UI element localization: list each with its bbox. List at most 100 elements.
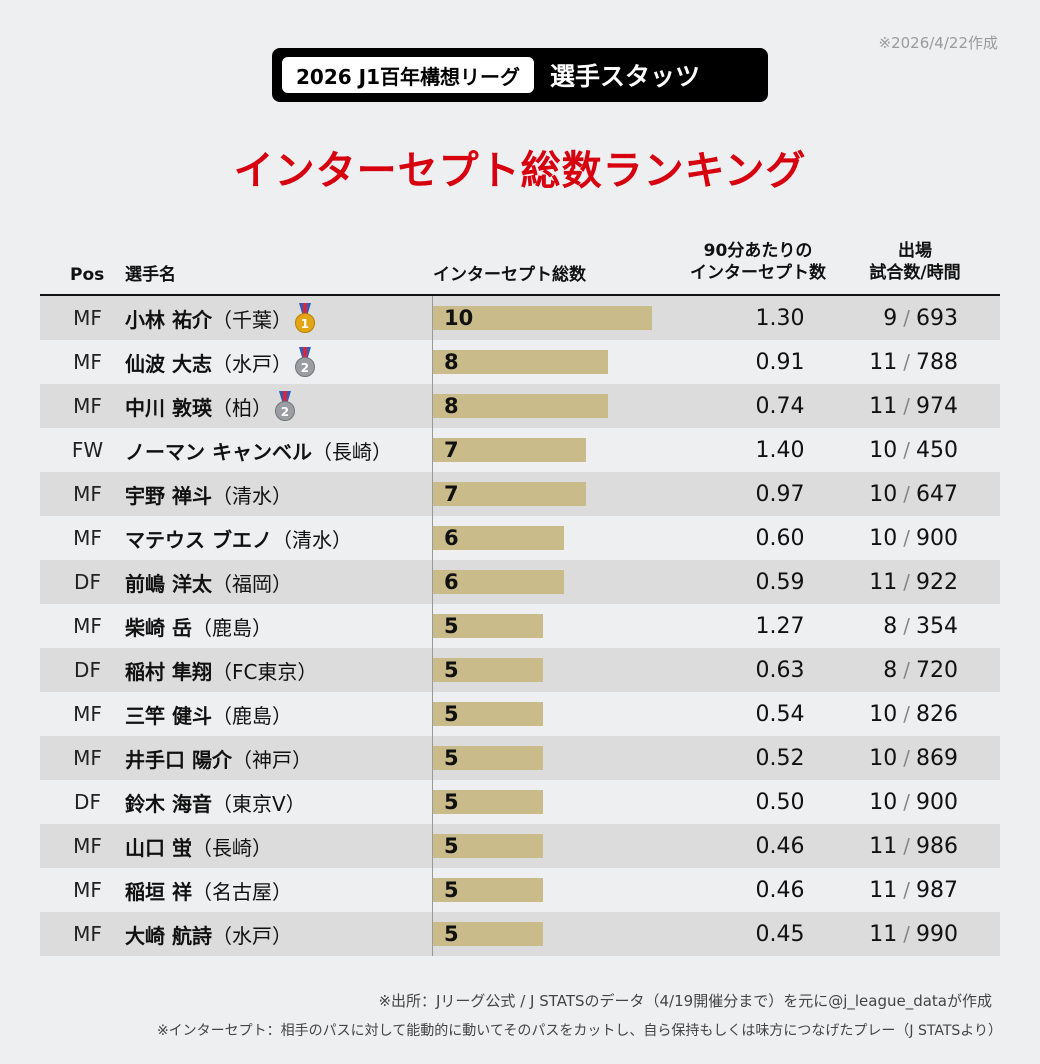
interception-total-label: 10: [444, 306, 474, 330]
per90-value: 0.45: [755, 921, 805, 947]
header-subtitle: 選手スタッツ: [549, 62, 700, 91]
player-club: （水戸）: [211, 923, 292, 948]
player-club: （名古屋）: [191, 879, 292, 904]
table-row: MF 大崎 航詩 （水戸） 5 0.45 11/990: [40, 912, 1000, 956]
silver-medal-icon: 2: [274, 391, 296, 421]
minutes-played: 900: [916, 525, 958, 551]
interception-bar: [433, 702, 543, 726]
separator-slash: /: [903, 525, 910, 550]
column-header-pos: Pos: [70, 265, 105, 285]
ranking-table: MF 小林 祐介 （千葉） 1 10 1.30 9/693 MF 仙波 大志 （水戸） 2 8 0.91…: [40, 296, 1000, 956]
interception-total-label: 5: [444, 834, 459, 858]
player-position: MF: [73, 614, 102, 638]
player-name: 井手口 陽介: [125, 747, 232, 772]
player-name-cell: 大崎 航詩 （水戸）: [125, 920, 292, 949]
per90-value: 1.40: [755, 437, 805, 463]
interception-bar: [433, 922, 543, 946]
player-club: （FC東京）: [211, 659, 318, 684]
games-count: 9: [883, 305, 898, 331]
player-position: MF: [73, 834, 102, 858]
interception-bar: [433, 790, 543, 814]
separator-slash: /: [903, 921, 910, 946]
player-name-cell: 仙波 大志 （水戸） 2: [125, 347, 316, 377]
player-club: （清水）: [211, 483, 292, 508]
separator-slash: /: [903, 569, 910, 594]
player-name-cell: マテウス ブエノ （清水）: [125, 524, 352, 553]
interception-total-label: 5: [444, 658, 459, 682]
games-count: 8: [883, 657, 898, 683]
player-name: マテウス ブエノ: [125, 527, 272, 552]
player-name-cell: 稲村 隼翔 （FC東京）: [125, 656, 317, 685]
interception-bar: [433, 438, 586, 462]
interception-bar: [433, 306, 652, 330]
games-minutes: 11/987: [840, 878, 958, 903]
player-name-cell: 稲垣 祥（名古屋）: [125, 876, 292, 905]
player-name: 鈴木 海音: [125, 791, 212, 816]
player-position: MF: [73, 746, 102, 770]
table-row: MF 宇野 禅斗 （清水） 7 0.97 10/647: [40, 472, 1000, 516]
column-header-games-line1: 出場: [898, 241, 932, 261]
player-name-cell: ノーマン キャンベル （長崎）: [125, 436, 392, 465]
column-header-name: 選手名: [125, 265, 176, 285]
player-name: 仙波 大志: [125, 351, 212, 376]
player-name: 稲垣 祥: [125, 879, 192, 904]
player-name: ノーマン キャンベル: [125, 439, 312, 464]
minutes-played: 788: [916, 349, 958, 375]
games-count: 10: [869, 437, 898, 463]
table-row: MF 山口 蛍（長崎） 5 0.46 11/986: [40, 824, 1000, 868]
per90-value: 0.54: [755, 701, 805, 727]
player-name-cell: 前嶋 洋太 （福岡）: [125, 568, 292, 597]
interception-total-label: 6: [444, 570, 459, 594]
per90-value: 0.63: [755, 657, 805, 683]
minutes-played: 990: [916, 921, 958, 947]
player-name-cell: 宇野 禅斗 （清水）: [125, 480, 292, 509]
games-count: 11: [869, 349, 898, 375]
interception-bar: [433, 834, 543, 858]
per90-value: 1.30: [755, 305, 805, 331]
minutes-played: 986: [916, 833, 958, 859]
separator-slash: /: [903, 789, 910, 814]
player-club: （神戸）: [231, 747, 312, 772]
table-row: MF 稲垣 祥（名古屋） 5 0.46 11/987: [40, 868, 1000, 912]
definition-note: ※インターセプト：相手のパスに対して能動的に動いてそのパスをカットし、自ら保持も…: [156, 1023, 1002, 1039]
player-club: （福岡）: [211, 571, 292, 596]
separator-slash: /: [903, 481, 910, 506]
player-name-cell: 井手口 陽介 （神戸）: [125, 744, 312, 773]
separator-slash: /: [903, 437, 910, 462]
games-count: 10: [869, 789, 898, 815]
player-name-cell: 三竿 健斗 （鹿島）: [125, 700, 292, 729]
interception-total-label: 5: [444, 878, 459, 902]
games-minutes: 11/788: [840, 350, 958, 375]
games-minutes: 10/450: [840, 438, 958, 463]
minutes-played: 450: [916, 437, 958, 463]
player-name: 前嶋 洋太: [125, 571, 212, 596]
games-count: 11: [869, 833, 898, 859]
interception-total-label: 5: [444, 790, 459, 814]
player-name: 小林 祐介: [125, 307, 212, 332]
column-header-per90: 90分あたりの インターセプト数: [668, 240, 848, 284]
player-club: （長崎）: [311, 439, 392, 464]
player-club: （長崎）: [191, 835, 272, 860]
interception-bar: [433, 614, 543, 638]
player-name-cell: 鈴木 海音 （東京V）: [125, 788, 306, 817]
separator-slash: /: [903, 877, 910, 902]
minutes-played: 354: [916, 613, 958, 639]
table-row: MF 柴崎 岳（鹿島） 5 1.27 8/354: [40, 604, 1000, 648]
interception-bar: [433, 394, 608, 418]
interception-bar: [433, 526, 564, 550]
header-badge: 2026 J1百年構想リーグ 選手スタッツ: [272, 48, 768, 102]
chart-title: インターセプト総数ランキング: [233, 148, 807, 194]
games-count: 11: [869, 877, 898, 903]
player-position: MF: [73, 878, 102, 902]
separator-slash: /: [903, 701, 910, 726]
interception-bar: [433, 746, 543, 770]
player-name: 稲村 隼翔: [125, 659, 212, 684]
games-minutes: 11/990: [840, 922, 958, 947]
minutes-played: 647: [916, 481, 958, 507]
games-minutes: 10/900: [840, 790, 958, 815]
games-count: 11: [869, 569, 898, 595]
interception-total-label: 5: [444, 746, 459, 770]
interception-total-label: 8: [444, 350, 459, 374]
player-position: DF: [74, 658, 101, 682]
player-name: 山口 蛍: [125, 835, 192, 860]
